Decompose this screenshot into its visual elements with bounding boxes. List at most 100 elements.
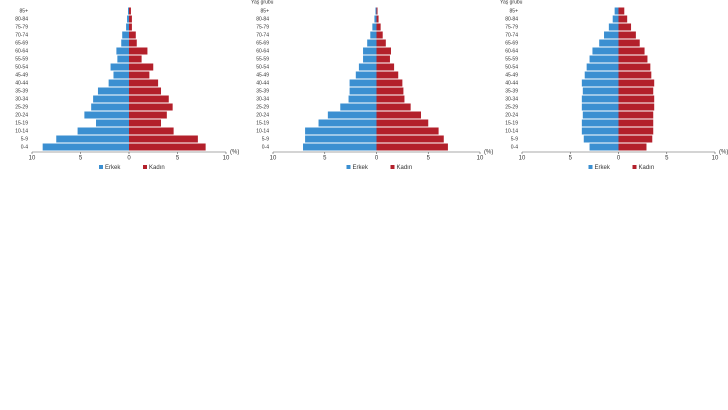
age-label: 0-4 [262, 144, 269, 150]
x-tick-label: 5 [79, 156, 83, 162]
bar [93, 95, 129, 103]
legend-swatch [143, 165, 147, 169]
bar [349, 79, 377, 87]
x-tick-label: 10 [270, 156, 277, 162]
age-label: 70-74 [15, 32, 28, 38]
bar [618, 127, 654, 135]
bar [376, 95, 405, 103]
bar [129, 23, 132, 31]
bar [618, 31, 636, 39]
bar [586, 63, 619, 71]
x-tick-label: 0 [127, 156, 131, 162]
bar [126, 23, 129, 31]
bar [599, 39, 619, 47]
bar [91, 103, 129, 111]
age-label: 0-4 [511, 144, 518, 150]
age-label: 30-34 [15, 96, 28, 102]
bar [618, 95, 655, 103]
legend-label: Erkek [595, 165, 611, 171]
bar [305, 127, 377, 135]
bar [376, 111, 422, 119]
bar [582, 87, 619, 95]
x-tick-label: 5 [569, 156, 573, 162]
age-label: 20-24 [15, 112, 28, 118]
legend-swatch [346, 165, 351, 169]
bar [349, 87, 377, 95]
bar [618, 143, 647, 151]
bar [608, 23, 619, 31]
bar [367, 39, 377, 47]
age-label: 60-64 [505, 48, 518, 54]
bar [581, 95, 619, 103]
age-label: 40-44 [15, 80, 28, 86]
age-label: 25-29 [256, 104, 269, 110]
bar [127, 15, 129, 23]
bar [370, 31, 377, 39]
bar [589, 143, 619, 151]
bar [363, 47, 377, 55]
x-tick-label: 5 [665, 156, 669, 162]
bar [375, 7, 377, 15]
bar [376, 15, 379, 23]
bar [614, 7, 619, 15]
age-label: 70-74 [256, 32, 269, 38]
bar [129, 119, 162, 127]
bar [355, 71, 377, 79]
age-label: 35-39 [256, 88, 269, 94]
legend-swatch [588, 165, 593, 169]
age-label: 70-74 [505, 32, 518, 38]
age-label: 5-9 [21, 136, 28, 142]
age-label: 25-29 [505, 104, 518, 110]
bar [129, 103, 173, 111]
bar [121, 39, 129, 47]
bar [376, 31, 383, 39]
bar [122, 31, 129, 39]
bar [582, 111, 619, 119]
bar [129, 111, 167, 119]
x-tick-label: 10 [477, 156, 484, 162]
age-label: 50-54 [15, 64, 28, 70]
x-axis-unit: (%) [719, 150, 728, 156]
age-label: 10-14 [15, 128, 28, 134]
bar [129, 71, 150, 79]
bar [96, 119, 129, 127]
bar [376, 103, 411, 111]
bar [618, 63, 651, 71]
age-label: 80-84 [256, 16, 269, 22]
y-axis-title: Yaş grubu [251, 0, 274, 5]
bar [376, 39, 386, 47]
legend-label: Kadın [149, 165, 165, 171]
bar [589, 55, 619, 63]
age-label: 60-64 [15, 48, 28, 54]
age-label: 20-24 [505, 112, 518, 118]
bar [108, 79, 129, 87]
bar [618, 47, 645, 55]
age-label: 0-4 [21, 144, 28, 150]
bar [129, 143, 206, 151]
age-label: 55-59 [256, 56, 269, 62]
age-label: 10-14 [505, 128, 518, 134]
bar [129, 15, 132, 23]
bar [84, 111, 129, 119]
bar [129, 127, 174, 135]
bar [129, 31, 136, 39]
bar [348, 95, 377, 103]
legend-swatch [99, 165, 103, 169]
bar [583, 135, 619, 143]
bar [56, 135, 129, 143]
age-label: 15-19 [15, 120, 28, 126]
bar [42, 143, 129, 151]
age-label: 10-14 [256, 128, 269, 134]
bar [581, 127, 619, 135]
bar [376, 119, 429, 127]
age-label: 40-44 [256, 80, 269, 86]
bar [376, 47, 391, 55]
age-label: 50-54 [505, 64, 518, 70]
age-label: 75-79 [15, 24, 28, 30]
bar [618, 15, 628, 23]
age-label: 35-39 [505, 88, 518, 94]
age-label: 65-69 [505, 40, 518, 46]
age-label: 45-49 [505, 72, 518, 78]
x-tick-label: 0 [375, 156, 379, 162]
